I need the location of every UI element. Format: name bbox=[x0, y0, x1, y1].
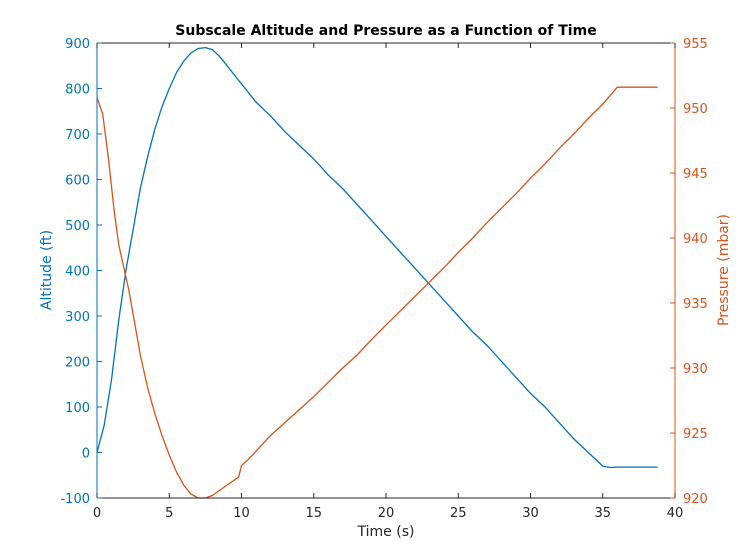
altitude-series-line bbox=[96, 46, 658, 469]
left-axis-title: Altitude (ft) bbox=[39, 230, 55, 310]
chart-title: Subscale Altitude and Pressure as a Func… bbox=[175, 23, 596, 39]
plot-area bbox=[97, 43, 675, 498]
x-tick-label: 30 bbox=[522, 506, 539, 521]
series-layer bbox=[96, 46, 658, 499]
right-axis-title: Pressure (mbar) bbox=[716, 214, 732, 326]
x-axis-title: Time (s) bbox=[357, 524, 415, 540]
right-tick-label: 920 bbox=[683, 492, 708, 507]
x-tick-label: 40 bbox=[667, 506, 684, 521]
x-tick-label: 15 bbox=[305, 506, 322, 521]
left-tick-label: 200 bbox=[65, 356, 90, 371]
right-tick-label: 955 bbox=[683, 37, 708, 52]
right-axis-ticks: 920 925 930 935 940 945 950 955 bbox=[670, 37, 708, 507]
x-tick-label: 20 bbox=[378, 506, 395, 521]
left-tick-label: 600 bbox=[65, 174, 90, 189]
left-tick-label: 500 bbox=[65, 219, 90, 234]
x-tick-label: 0 bbox=[93, 506, 101, 521]
right-tick-label: 925 bbox=[683, 427, 708, 442]
x-tick-label: 5 bbox=[165, 506, 173, 521]
right-tick-label: 935 bbox=[683, 297, 708, 312]
left-tick-label: -100 bbox=[60, 492, 90, 507]
left-tick-label: 400 bbox=[65, 265, 90, 280]
right-tick-label: 950 bbox=[683, 102, 708, 117]
left-tick-label: 0 bbox=[82, 447, 90, 462]
x-tick-label: 10 bbox=[233, 506, 250, 521]
x-tick-label: 25 bbox=[450, 506, 467, 521]
left-tick-label: 900 bbox=[65, 37, 90, 52]
x-axis-ticks: 0 5 10 15 20 25 30 35 40 bbox=[93, 43, 683, 521]
pressure-series-line bbox=[96, 86, 658, 499]
right-tick-label: 945 bbox=[683, 167, 708, 182]
left-tick-label: 100 bbox=[65, 401, 90, 416]
left-tick-label: 700 bbox=[65, 128, 90, 143]
left-tick-label: 300 bbox=[65, 310, 90, 325]
right-tick-label: 930 bbox=[683, 362, 708, 377]
left-axis-ticks: -100 0 100 200 300 400 500 600 700 800 900 bbox=[60, 37, 102, 507]
left-tick-label: 800 bbox=[65, 83, 90, 98]
right-tick-label: 940 bbox=[683, 232, 708, 247]
x-tick-label: 35 bbox=[594, 506, 611, 521]
